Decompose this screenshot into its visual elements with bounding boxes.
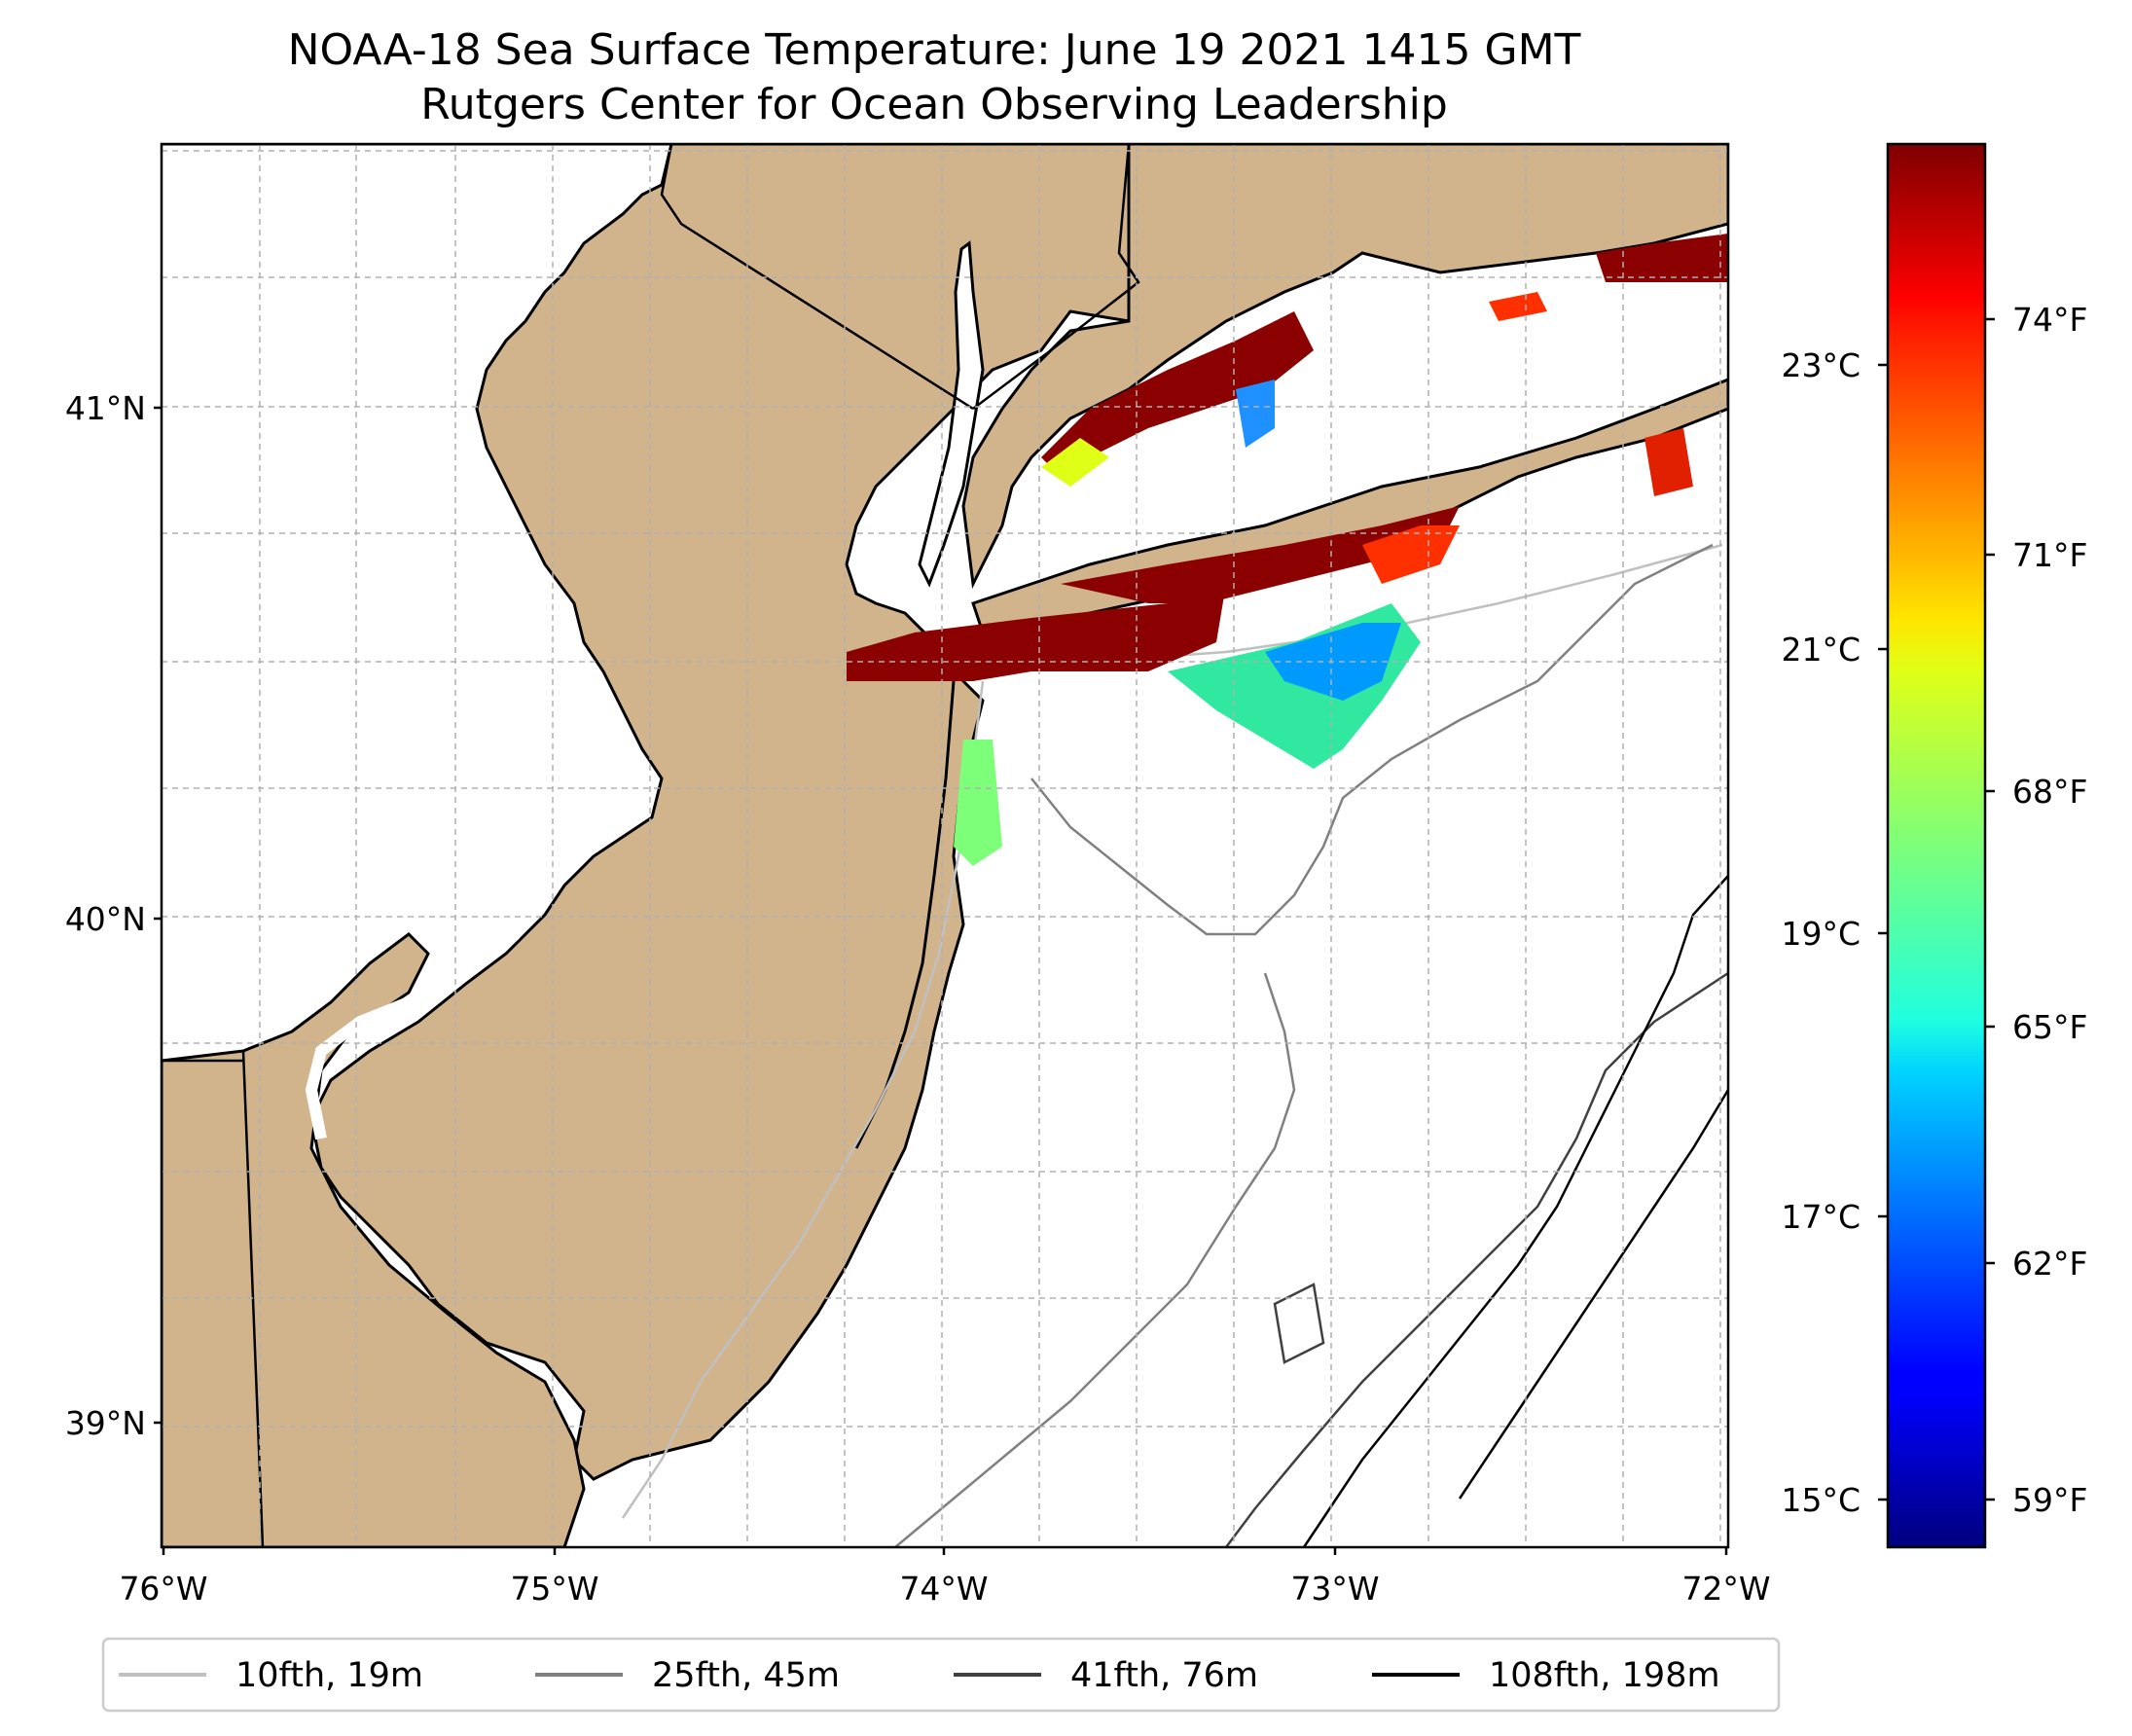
y-tick-label-39n: 39°N [65, 1404, 146, 1442]
colorbar-celsius-ticks [1878, 363, 1888, 1501]
sst-patch-nj-coast-green [954, 740, 1002, 866]
sst-patch-south-shore-warm [1061, 506, 1460, 603]
x-tick-label-74w: 74°W [899, 1570, 988, 1608]
contour-41fth [1225, 971, 1728, 1547]
sst-patch-sound-warm [1041, 311, 1314, 477]
colorbar-f-label-71: 71°F [2012, 536, 2087, 574]
x-axis [162, 1547, 1728, 1555]
contour-25fth [894, 543, 1714, 1547]
y-axis [154, 406, 162, 1425]
colorbar-c-label-19: 19°C [1781, 915, 1861, 953]
map-title-line1: NOAA-18 Sea Surface Temperature: June 19… [288, 25, 1581, 75]
colorbar-f-label-65: 65°F [2012, 1008, 2087, 1046]
map-title-line2: Rutgers Center for Ocean Observing Leade… [420, 80, 1448, 129]
colorbar-f-label-62: 62°F [2012, 1245, 2087, 1283]
y-tick-label-41n: 41°N [65, 389, 146, 427]
x-tick-label-75w: 75°W [510, 1570, 598, 1608]
x-tick-label-72w: 72°W [1681, 1570, 1770, 1608]
colorbar-f-label-59: 59°F [2012, 1481, 2087, 1519]
sst-patch-ny-bight-warm [847, 584, 1226, 681]
sst-patch-ct-red [1489, 292, 1547, 321]
colorbar-f-label-74: 74°F [2012, 301, 2087, 339]
sst-patch-sound-yellow [1041, 438, 1109, 487]
y-tick-label-40n: 40°N [65, 900, 146, 938]
legend-label-108fth: 108fth, 198m [1489, 1656, 1720, 1695]
gridlines [162, 144, 1728, 1547]
sst-patch-east-red [1644, 428, 1693, 496]
sst-patch-ct-warm [1596, 234, 1728, 282]
colorbar-c-label-17: 17°C [1781, 1198, 1861, 1236]
map-area[interactable] [162, 144, 1728, 1547]
sst-patch-sound-blue [1236, 380, 1275, 448]
land-delmarva [162, 932, 586, 1547]
colorbar-f-label-68: 68°F [2012, 773, 2087, 811]
contour-108fth [1302, 875, 1728, 1547]
colorbar-c-label-23: 23°C [1781, 346, 1861, 384]
hudson-river [918, 240, 985, 588]
delaware-river [305, 929, 520, 1140]
legend-label-41fth: 41fth, 76m [1070, 1656, 1258, 1695]
x-tick-label-73w: 73°W [1290, 1570, 1379, 1608]
legend-label-25fth: 25fth, 45m [652, 1656, 840, 1695]
colorbar-c-label-15: 15°C [1781, 1481, 1861, 1519]
legend: 10fth, 19m 25fth, 45m 41fth, 76m 108fth,… [101, 1637, 1781, 1713]
colorbar-c-label-21: 21°C [1781, 631, 1861, 669]
x-tick-label-76w: 76°W [119, 1570, 207, 1608]
legend-box [101, 1637, 1781, 1713]
legend-label-10fth: 10fth, 19m [235, 1656, 423, 1695]
sst-patch-south-shore-red [1362, 525, 1460, 584]
colorbar-fahrenheit-ticks [1985, 317, 1995, 1501]
colorbar [1886, 142, 1987, 1549]
